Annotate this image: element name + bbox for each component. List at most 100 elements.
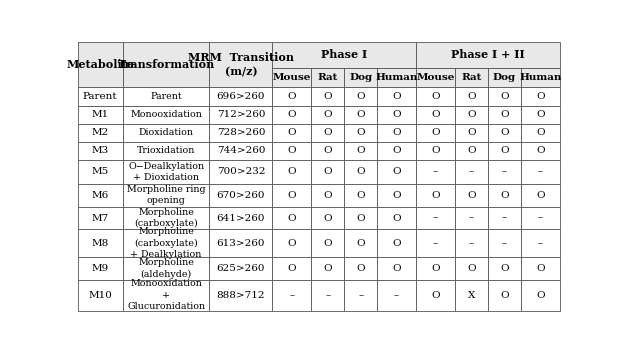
Text: M2: M2 xyxy=(91,128,109,137)
Text: Morpholine
(carboxylate)
+ Dealkylation: Morpholine (carboxylate) + Dealkylation xyxy=(131,227,202,259)
Bar xyxy=(272,257,311,280)
Text: O: O xyxy=(392,128,401,137)
Bar xyxy=(455,68,488,88)
Text: O: O xyxy=(536,291,545,300)
Bar xyxy=(521,105,560,124)
Bar xyxy=(123,184,210,207)
Bar xyxy=(344,68,377,88)
Text: O: O xyxy=(323,92,332,101)
Bar xyxy=(210,124,272,142)
Text: O: O xyxy=(431,291,440,300)
Text: O: O xyxy=(287,239,296,248)
Bar xyxy=(344,257,377,280)
Text: Monooxidation: Monooxidation xyxy=(130,110,202,119)
Text: O: O xyxy=(500,191,509,200)
Text: Morpholine
(carboxylate): Morpholine (carboxylate) xyxy=(134,208,198,228)
Bar xyxy=(455,257,488,280)
Text: O: O xyxy=(467,191,476,200)
Text: O: O xyxy=(431,146,440,155)
Bar xyxy=(78,42,123,88)
Text: O: O xyxy=(467,264,476,273)
Bar xyxy=(123,280,210,311)
Bar xyxy=(488,160,521,184)
Bar xyxy=(311,68,344,88)
Text: Phase I + II: Phase I + II xyxy=(451,49,525,60)
Text: Phase I: Phase I xyxy=(321,49,368,60)
Text: O: O xyxy=(536,92,545,101)
Text: O: O xyxy=(536,146,545,155)
Text: O: O xyxy=(356,110,365,119)
Text: O: O xyxy=(467,92,476,101)
Text: Parent: Parent xyxy=(151,92,182,101)
Bar xyxy=(377,257,416,280)
Bar xyxy=(210,142,272,160)
Bar xyxy=(521,229,560,257)
Text: M10: M10 xyxy=(88,291,112,300)
Text: 613>260: 613>260 xyxy=(216,239,265,248)
Bar xyxy=(344,124,377,142)
Bar xyxy=(272,280,311,311)
Text: –: – xyxy=(433,214,438,223)
Bar xyxy=(123,142,210,160)
Text: Monooxidation
+
Glucuronidation: Monooxidation + Glucuronidation xyxy=(127,279,205,311)
Bar xyxy=(488,184,521,207)
Bar xyxy=(455,280,488,311)
Bar xyxy=(311,124,344,142)
Text: O: O xyxy=(467,110,476,119)
Text: M9: M9 xyxy=(91,264,109,273)
Text: –: – xyxy=(537,168,543,176)
Bar xyxy=(488,124,521,142)
Text: Mouse: Mouse xyxy=(272,73,311,82)
Text: O: O xyxy=(536,128,545,137)
Bar xyxy=(488,229,521,257)
Bar xyxy=(521,124,560,142)
Bar xyxy=(521,88,560,105)
Text: –: – xyxy=(537,214,543,223)
Text: O: O xyxy=(431,191,440,200)
Text: O: O xyxy=(392,92,401,101)
Bar xyxy=(78,124,123,142)
Text: O: O xyxy=(356,128,365,137)
Text: –: – xyxy=(537,239,543,248)
Text: Dioxidation: Dioxidation xyxy=(139,128,193,137)
Text: O: O xyxy=(467,128,476,137)
Bar xyxy=(416,42,560,68)
Text: 700>232: 700>232 xyxy=(216,168,265,176)
Bar xyxy=(210,229,272,257)
Text: O: O xyxy=(287,110,296,119)
Text: O: O xyxy=(356,92,365,101)
Bar xyxy=(210,207,272,229)
Bar xyxy=(78,229,123,257)
Bar xyxy=(377,105,416,124)
Bar xyxy=(272,42,416,68)
Text: O: O xyxy=(323,264,332,273)
Bar xyxy=(272,88,311,105)
Text: M1: M1 xyxy=(91,110,109,119)
Bar xyxy=(272,184,311,207)
Bar xyxy=(521,160,560,184)
Text: O: O xyxy=(500,128,509,137)
Text: –: – xyxy=(469,214,474,223)
Text: 712>260: 712>260 xyxy=(216,110,265,119)
Bar xyxy=(344,207,377,229)
Bar xyxy=(311,229,344,257)
Bar xyxy=(123,257,210,280)
Bar xyxy=(521,207,560,229)
Bar xyxy=(78,207,123,229)
Text: Morpholine ring
opening: Morpholine ring opening xyxy=(127,185,205,206)
Bar xyxy=(78,88,123,105)
Text: 888>712: 888>712 xyxy=(216,291,265,300)
Bar xyxy=(416,88,455,105)
Bar xyxy=(455,105,488,124)
Text: O: O xyxy=(392,110,401,119)
Bar xyxy=(78,257,123,280)
Text: O: O xyxy=(356,214,365,223)
Text: O: O xyxy=(356,146,365,155)
Bar xyxy=(416,184,455,207)
Text: 670>260: 670>260 xyxy=(216,191,265,200)
Text: M5: M5 xyxy=(91,168,109,176)
Bar xyxy=(344,280,377,311)
Text: 728>260: 728>260 xyxy=(216,128,265,137)
Text: O: O xyxy=(356,264,365,273)
Bar xyxy=(488,257,521,280)
